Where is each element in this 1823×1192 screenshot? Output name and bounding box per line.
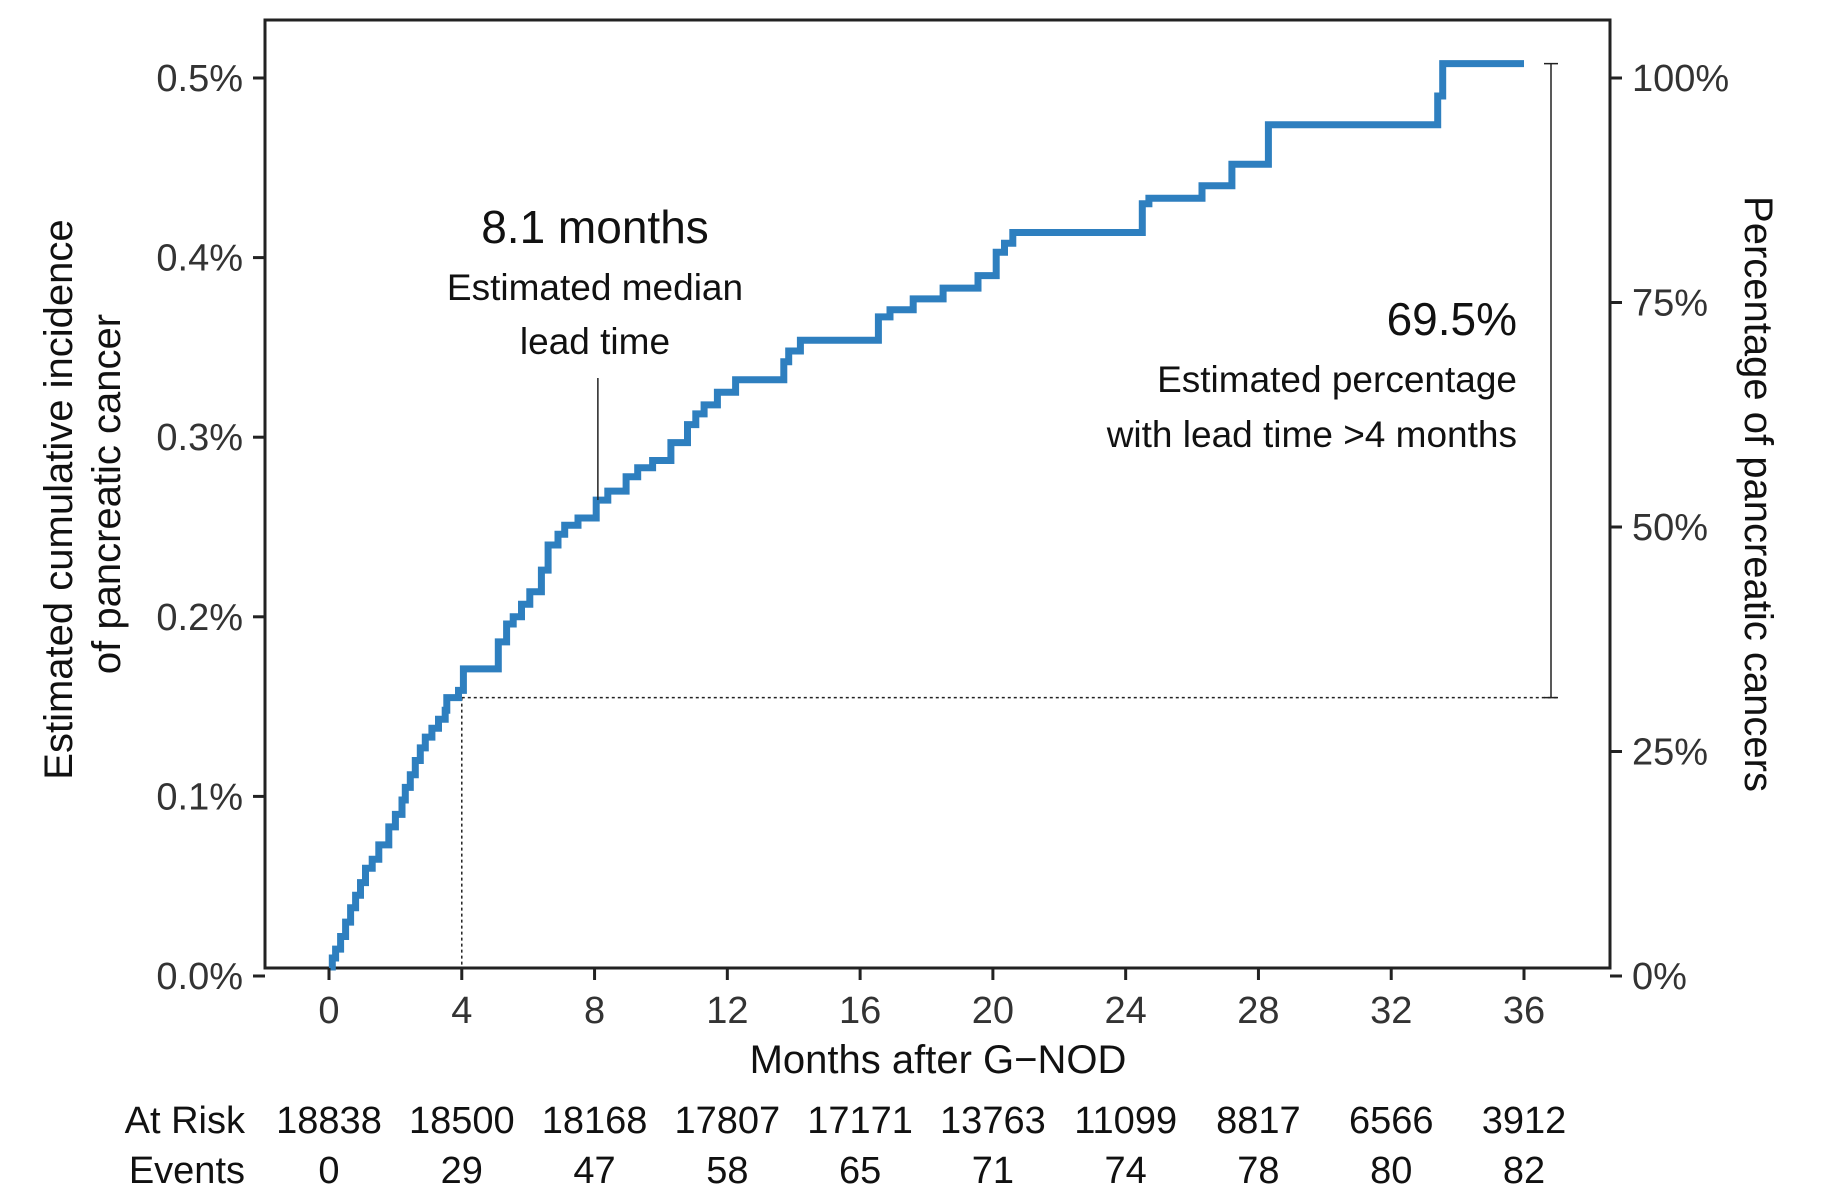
y-axis-title: Estimated cumulative incidence of pancre…: [37, 208, 129, 779]
at-risk-value: 18838: [276, 1100, 382, 1142]
incidence-step-curve: [328, 60, 1524, 971]
y-tick-label: 0.2%: [156, 597, 243, 639]
median-headline: 8.1 months: [481, 201, 709, 253]
events-value: 47: [573, 1150, 615, 1192]
y-tick-label: 0.1%: [156, 776, 243, 818]
percentage-annotation: 69.5% Estimated percentage with lead tim…: [1106, 293, 1517, 455]
y-tick-label: 0.0%: [156, 956, 243, 998]
y2-tick-label: 25%: [1632, 732, 1708, 774]
events-label: Events: [129, 1150, 245, 1192]
events-value: 58: [706, 1150, 748, 1192]
median-line-2: lead time: [520, 321, 670, 362]
at-risk-value: 17807: [674, 1100, 780, 1142]
at-risk-value: 6566: [1349, 1100, 1434, 1142]
y-axis-left: 0.0% 0.1% 0.2% 0.3% 0.4% 0.5%: [156, 58, 265, 998]
events-value: 80: [1370, 1150, 1412, 1192]
percentage-line-1: Estimated percentage: [1157, 359, 1517, 400]
risk-table-values: 18838 0 18500 29 18168 47 17807 58 17171 65 13763 7…: [276, 1100, 1566, 1192]
events-value: 74: [1105, 1150, 1147, 1192]
y2-axis-title: Percentage of pancreatic cancers: [1736, 196, 1780, 792]
at-risk-label: At Risk: [125, 1100, 246, 1142]
at-risk-value: 11099: [1074, 1100, 1177, 1142]
at-risk-value: 17171: [807, 1100, 913, 1142]
x-tick-label: 8: [584, 990, 605, 1032]
x-tick-label: 28: [1237, 990, 1279, 1032]
events-value: 65: [839, 1150, 881, 1192]
x-tick-label: 16: [839, 990, 881, 1032]
x-tick-label: 24: [1105, 990, 1147, 1032]
x-tick-label: 12: [706, 990, 748, 1032]
median-line-1: Estimated median: [447, 267, 743, 308]
events-value: 0: [318, 1150, 339, 1192]
at-risk-value: 18168: [542, 1100, 648, 1142]
at-risk-value: 13763: [940, 1100, 1046, 1142]
y-tick-label: 0.4%: [156, 238, 243, 280]
y-tick-label: 0.5%: [156, 58, 243, 100]
percentage-line-2: with lead time >4 months: [1106, 414, 1517, 455]
percentage-headline: 69.5%: [1387, 293, 1517, 345]
y2-tick-label: 100%: [1632, 58, 1729, 100]
x-tick-label: 0: [318, 990, 339, 1032]
at-risk-value: 3912: [1482, 1100, 1567, 1142]
curve-layer: [328, 60, 1524, 971]
y2-tick-label: 0%: [1632, 956, 1687, 998]
x-tick-label: 32: [1370, 990, 1412, 1032]
events-value: 78: [1237, 1150, 1279, 1192]
y-tick-label: 0.3%: [156, 417, 243, 459]
at-risk-value: 8817: [1216, 1100, 1301, 1142]
risk-table: At Risk Events 18838 0 18500 29 18168 47 17807…: [125, 1100, 1567, 1192]
x-tick-label: 4: [451, 990, 472, 1032]
events-value: 71: [972, 1150, 1014, 1192]
y2-tick-label: 75%: [1632, 283, 1708, 325]
y-axis-right: 0% 25% 50% 75% 100%: [1610, 58, 1729, 998]
y2-tick-label: 50%: [1632, 507, 1708, 549]
plot-frame: [263, 18, 1612, 970]
events-value: 29: [441, 1150, 483, 1192]
at-risk-value: 18500: [409, 1100, 515, 1142]
x-axis: 0 4 8 12 16 20 24 28 32 36: [318, 968, 1545, 1032]
median-annotation: 8.1 months Estimated median lead time: [447, 201, 743, 362]
events-value: 82: [1503, 1150, 1545, 1192]
reference-lines: [461, 62, 1558, 968]
x-tick-label: 36: [1503, 990, 1545, 1032]
x-tick-label: 20: [972, 990, 1014, 1032]
x-axis-title: Months after G−NOD: [750, 1038, 1127, 1082]
